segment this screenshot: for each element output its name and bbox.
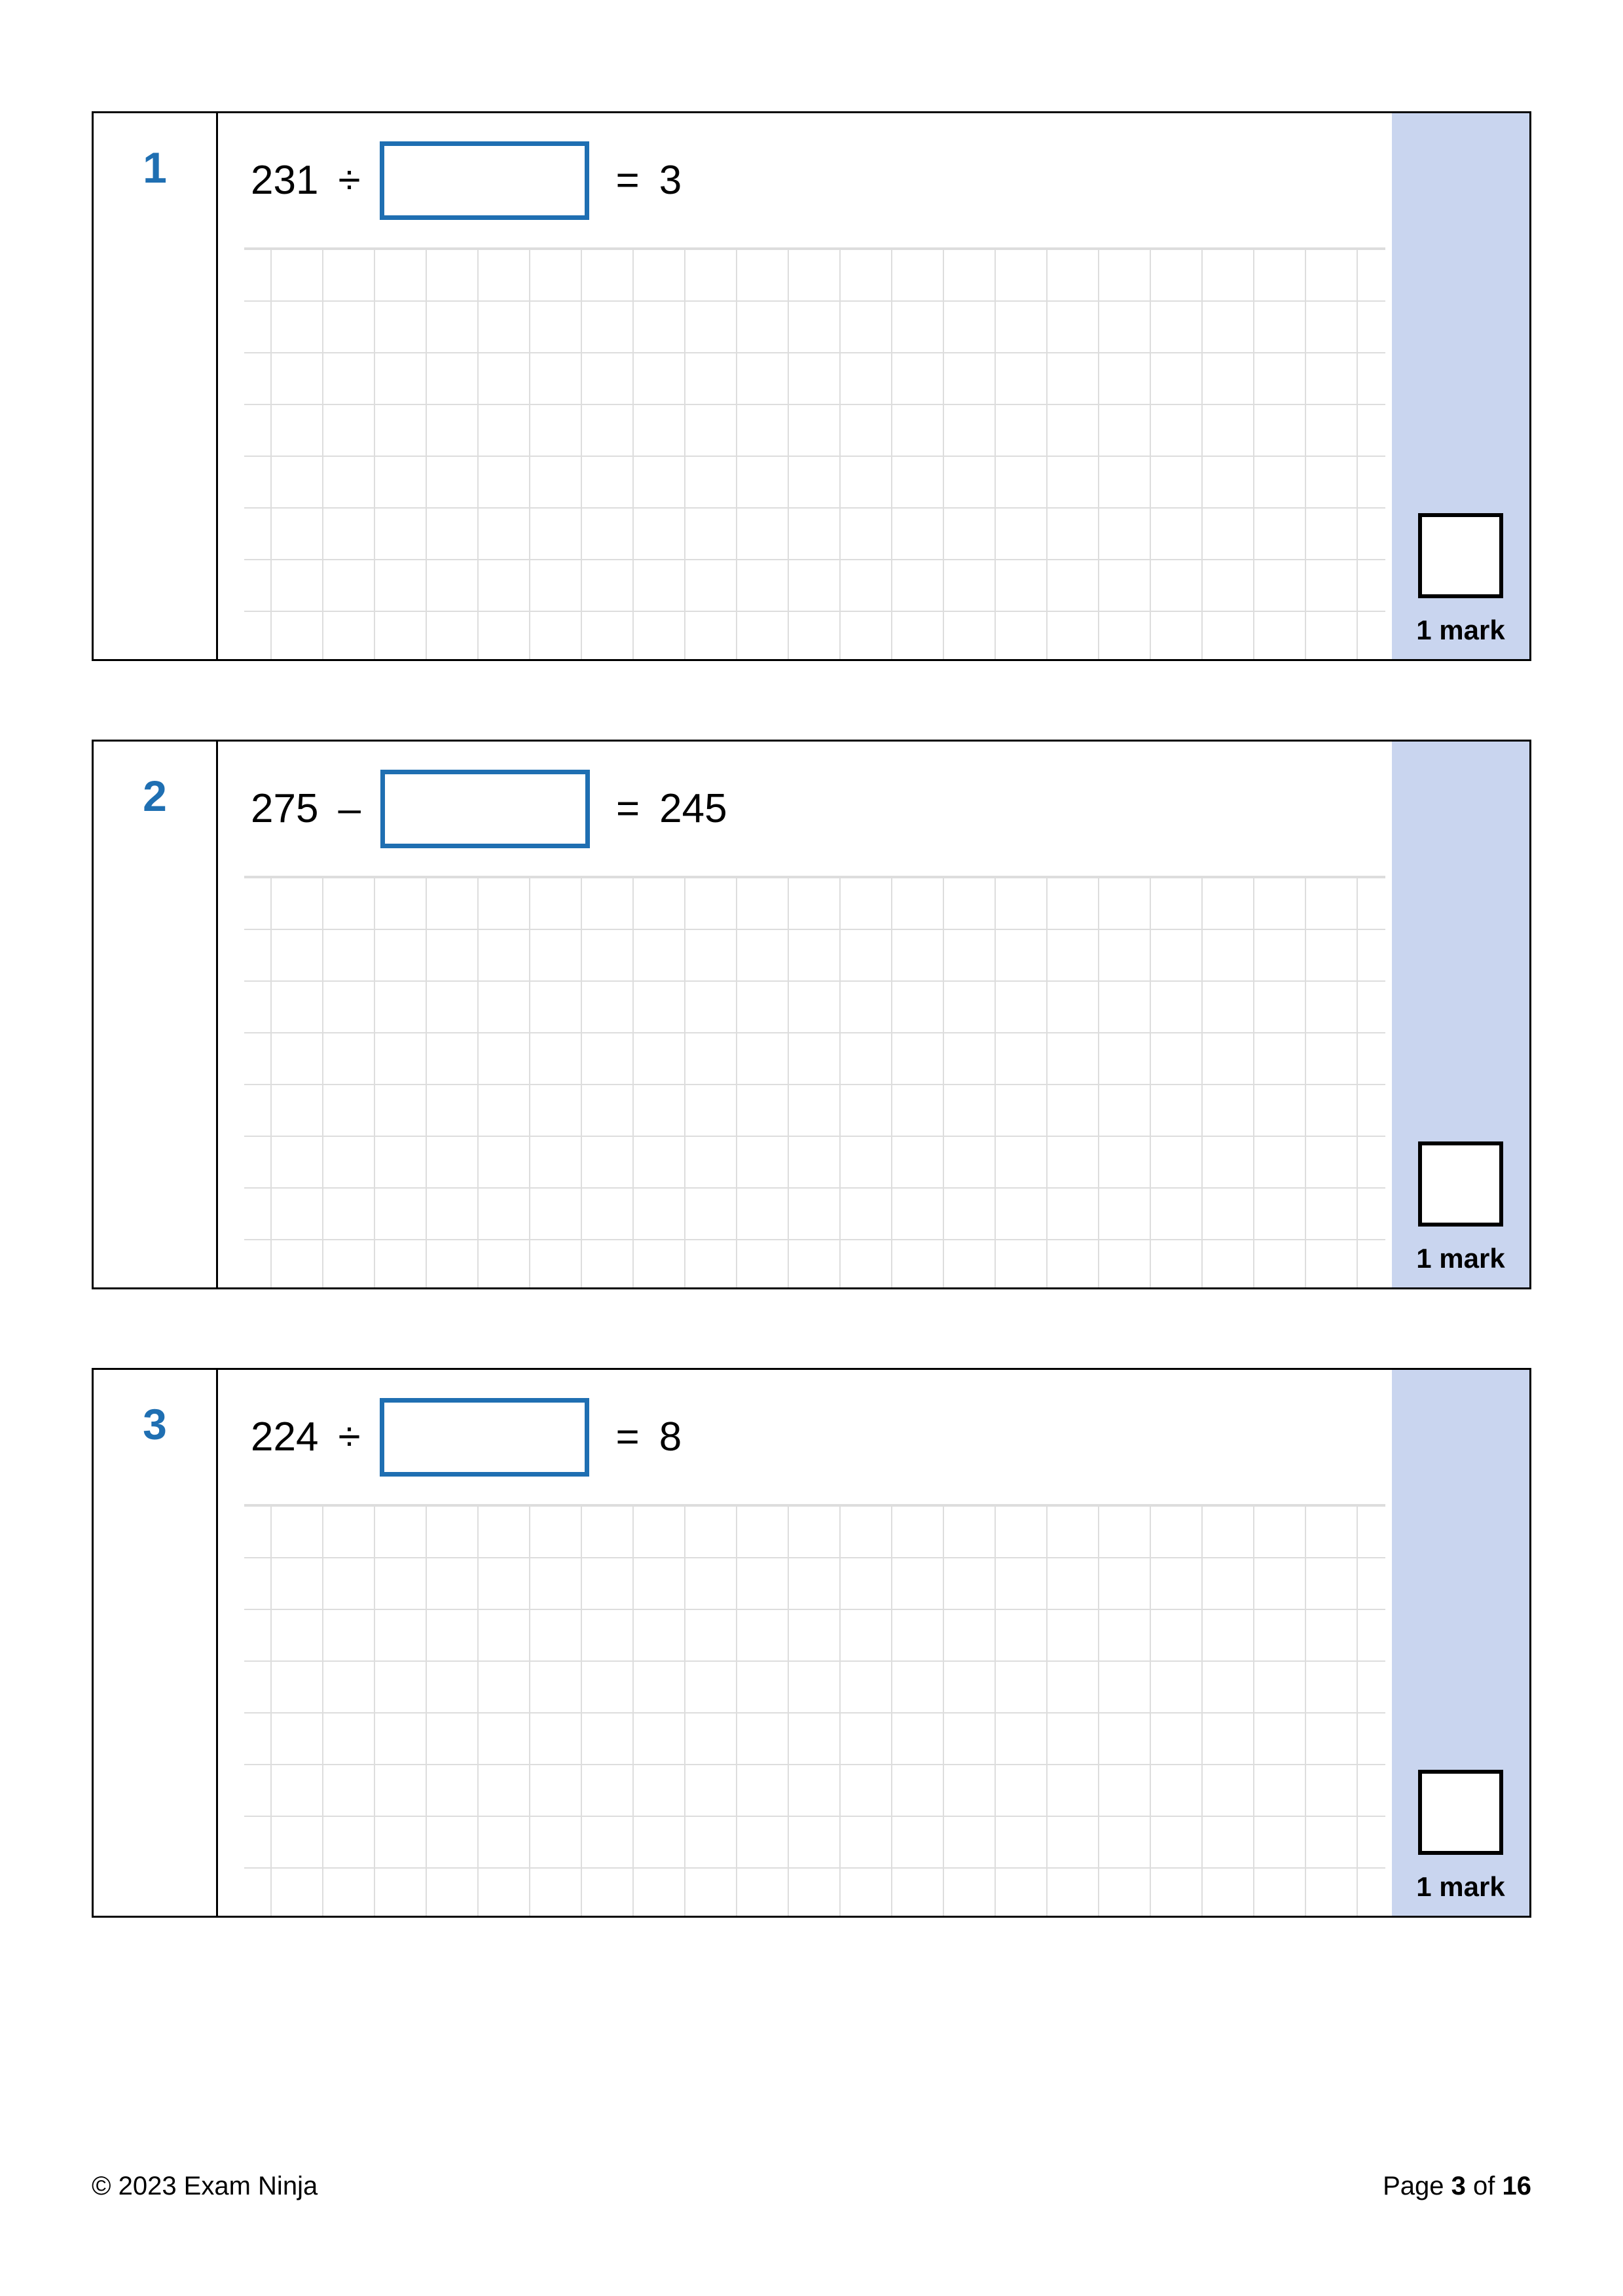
result: 245 — [659, 785, 727, 832]
mark-label: 1 mark — [1416, 1871, 1504, 1903]
page-indicator: Page 3 of 16 — [1383, 2172, 1531, 2201]
question-main-column: 231 ÷ = 3 — [218, 113, 1392, 659]
mark-column: 1 mark — [1392, 1370, 1529, 1916]
score-box[interactable] — [1418, 1141, 1503, 1227]
page-footer: © 2023 Exam Ninja Page 3 of 16 — [92, 2172, 1531, 2201]
mark-column: 1 mark — [1392, 742, 1529, 1287]
answer-input-box[interactable] — [380, 770, 590, 848]
operator: ÷ — [338, 1414, 360, 1460]
page-prefix: Page — [1383, 2172, 1451, 2200]
working-grid[interactable] — [244, 247, 1385, 659]
page-total: 16 — [1503, 2172, 1532, 2200]
mark-label: 1 mark — [1416, 615, 1504, 646]
question-number-column: 3 — [94, 1370, 218, 1916]
question-main-column: 224 ÷ = 8 — [218, 1370, 1392, 1916]
copyright: © 2023 Exam Ninja — [92, 2172, 318, 2201]
question-number-column: 2 — [94, 742, 218, 1287]
question-main-column: 275 – = 245 — [218, 742, 1392, 1287]
working-grid[interactable] — [244, 876, 1385, 1287]
result: 3 — [659, 157, 682, 204]
question-box: 1 231 ÷ = 3 1 mark — [92, 111, 1531, 661]
question-number: 1 — [143, 143, 167, 659]
equals-sign: = — [615, 1414, 639, 1460]
question-number: 3 — [143, 1399, 167, 1916]
result: 8 — [659, 1414, 682, 1460]
equation-row: 224 ÷ = 8 — [218, 1370, 1392, 1504]
mark-column: 1 mark — [1392, 113, 1529, 659]
page-current: 3 — [1451, 2172, 1466, 2200]
operand-left: 231 — [251, 157, 318, 204]
score-box[interactable] — [1418, 1770, 1503, 1855]
answer-input-box[interactable] — [380, 141, 589, 220]
score-box[interactable] — [1418, 513, 1503, 598]
equals-sign: = — [615, 157, 639, 204]
question-number-column: 1 — [94, 113, 218, 659]
question-box: 3 224 ÷ = 8 1 mark — [92, 1368, 1531, 1918]
working-grid[interactable] — [244, 1504, 1385, 1916]
operand-left: 224 — [251, 1414, 318, 1460]
page-sep: of — [1466, 2172, 1503, 2200]
operator: – — [338, 785, 360, 832]
equation-row: 275 – = 245 — [218, 742, 1392, 876]
equals-sign: = — [616, 785, 640, 832]
equation-row: 231 ÷ = 3 — [218, 113, 1392, 247]
question-number: 2 — [143, 771, 167, 1287]
operator: ÷ — [338, 157, 360, 204]
mark-label: 1 mark — [1416, 1243, 1504, 1274]
answer-input-box[interactable] — [380, 1398, 589, 1477]
operand-left: 275 — [251, 785, 318, 832]
question-box: 2 275 – = 245 1 mark — [92, 740, 1531, 1289]
worksheet-page: 1 231 ÷ = 3 1 mark 2 275 – = — [0, 0, 1623, 1918]
